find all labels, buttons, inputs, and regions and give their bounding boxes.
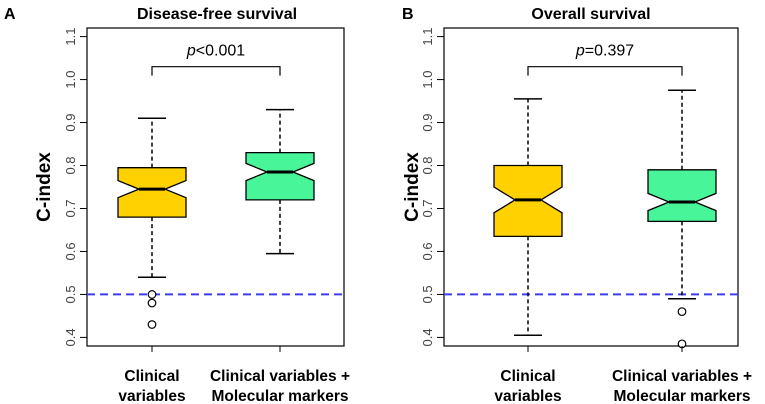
plot-frame <box>443 27 739 347</box>
significance-bracket <box>527 66 683 76</box>
y-tick-label: 0.6 <box>420 242 435 260</box>
outlier-point <box>147 320 157 329</box>
significance-bracket <box>151 66 281 76</box>
y-tick-label: 0.7 <box>63 199 78 217</box>
panel-letter: B <box>402 6 414 23</box>
outlier-point <box>147 290 157 299</box>
plot-frame <box>86 27 345 347</box>
y-tick-label: 0.6 <box>63 242 78 260</box>
y-tick-label: 0.9 <box>420 114 435 132</box>
y-tick-label: 0.4 <box>420 328 435 346</box>
panel-title: Overall survival <box>531 6 650 23</box>
box-body <box>117 167 187 218</box>
y-tick-label: 1.1 <box>420 28 435 46</box>
y-axis-label: C-index <box>402 152 423 222</box>
y-tick-label: 0.5 <box>420 285 435 303</box>
y-tick-label: 1.0 <box>420 71 435 89</box>
p-value-text: =0.397 <box>585 43 634 60</box>
p-value-label: p<0.001 <box>186 43 245 60</box>
y-tick-label: 0.9 <box>63 114 78 132</box>
y-axis-label: C-index <box>34 152 55 222</box>
p-value-symbol: p <box>186 43 196 60</box>
category-label-line-1: Clinical <box>124 368 179 385</box>
panel-b: B Overall survival 0.4 0.5 0.6 0.7 0.8 0.9 1.0 1.… <box>402 6 752 404</box>
p-value-symbol: p <box>575 43 585 60</box>
y-tick-label: 0.7 <box>420 199 435 217</box>
box-2: Clinical variables + Molecular markers <box>210 108 350 404</box>
box-1: Clinical variables <box>117 117 187 404</box>
y-tick-label: 1.0 <box>63 71 78 89</box>
p-value-text: <0.001 <box>196 43 245 60</box>
outlier-point <box>677 307 687 317</box>
panel-title: Disease-free survival <box>137 6 297 23</box>
box-body <box>647 169 717 223</box>
y-tick-label: 0.8 <box>63 156 78 174</box>
y-tick-label: 0.4 <box>63 328 78 346</box>
category-label-line-2: Molecular markers <box>212 388 349 404</box>
category-label-line-2: variables <box>118 388 185 404</box>
panel-a: A Disease-free survival 0.4 0.5 0.6 0.7 0.8 0.9… <box>4 6 350 404</box>
category-label-line-1: Clinical variables + <box>210 368 350 385</box>
y-tick-label: 1.1 <box>63 28 78 46</box>
box-1: Clinical variables <box>493 98 563 404</box>
category-label-line-1: Clinical <box>500 368 555 385</box>
category-label-line-2: Molecular markers <box>614 388 751 404</box>
category-label-line-2: variables <box>494 388 561 404</box>
panel-letter: A <box>4 6 16 23</box>
y-tick-label: 0.5 <box>63 285 78 303</box>
outlier-point <box>147 298 157 308</box>
box-2: Clinical variables + Molecular markers <box>612 89 752 404</box>
p-value-label: p=0.397 <box>575 43 634 60</box>
y-tick-label: 0.8 <box>420 156 435 174</box>
box-body <box>245 151 315 201</box>
category-label-line-1: Clinical variables + <box>612 368 752 385</box>
